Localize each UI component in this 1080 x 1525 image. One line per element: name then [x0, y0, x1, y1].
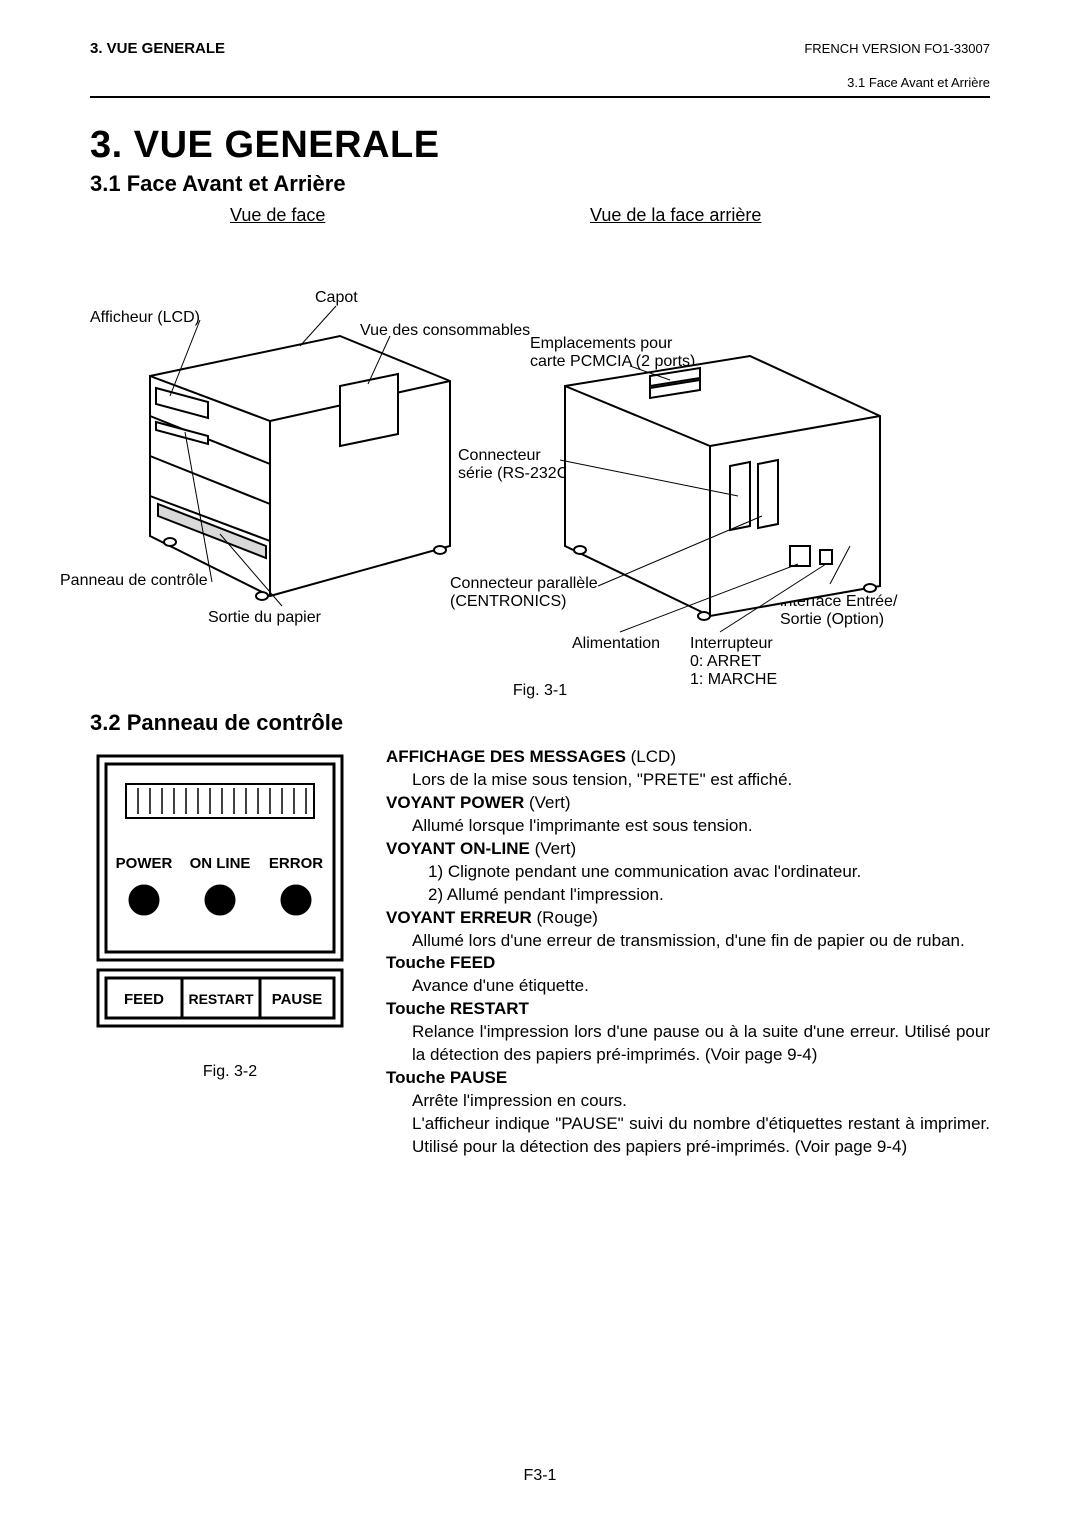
header-subsection: 3.1 Face Avant et Arrière [90, 75, 990, 90]
page-header: 3. VUE GENERALE FRENCH VERSION FO1-33007 [90, 40, 990, 57]
control-panel-svg: POWER ON LINE ERROR FEED RESTART PAUSE [90, 750, 350, 1040]
led-label-error: ERROR [269, 855, 323, 872]
sec32-body: POWER ON LINE ERROR FEED RESTART PAUSE F… [90, 746, 990, 1159]
term-pause: Touche PAUSE [386, 1067, 990, 1090]
term-power-paren: (Vert) [524, 793, 570, 812]
def-pause-1: Arrête l'impression en cours. [386, 1090, 990, 1113]
term-affichage-paren: (LCD) [626, 747, 676, 766]
section-title: 3. VUE GENERALE [90, 124, 990, 167]
term-error-paren: (Rouge) [532, 908, 598, 927]
led-label-power: POWER [116, 855, 173, 872]
header-rule [90, 96, 990, 98]
sec32-heading: 3.2 Panneau de contrôle [90, 710, 990, 736]
term-restart: Touche RESTART [386, 998, 990, 1021]
term-affichage: AFFICHAGE DES MESSAGES [386, 747, 626, 766]
view-labels: Vue de face Vue de la face arrière [230, 205, 990, 226]
def-affichage: Lors de la mise sous tension, "PRETE" es… [386, 769, 990, 792]
def-restart: Relance l'impression lors d'une pause ou… [386, 1021, 990, 1067]
definitions: AFFICHAGE DES MESSAGES (LCD) Lors de la … [370, 746, 990, 1159]
page-footer: F3-1 [0, 1467, 1080, 1485]
front-view-label: Vue de face [230, 205, 590, 226]
def-pause-2: L'afficheur indique "PAUSE" suivi du nom… [386, 1113, 990, 1159]
sec31-heading: 3.1 Face Avant et Arrière [90, 171, 990, 197]
btn-label-pause: PAUSE [272, 991, 323, 1008]
btn-label-feed: FEED [124, 991, 164, 1008]
term-error: VOYANT ERREUR [386, 908, 532, 927]
def-online-2: 2) Allumé pendant l'impression. [386, 884, 990, 907]
def-error: Allumé lors d'une erreur de transmission… [386, 930, 990, 953]
control-panel-figure: POWER ON LINE ERROR FEED RESTART PAUSE F… [90, 746, 370, 1159]
header-docnum: FRENCH VERSION FO1-33007 [804, 41, 990, 56]
term-feed: Touche FEED [386, 952, 990, 975]
def-power: Allumé lorsque l'imprimante est sous ten… [386, 815, 990, 838]
def-feed: Avance d'une étiquette. [386, 975, 990, 998]
figure-3-1: Capot Afficheur (LCD) Vue des consommabl… [90, 246, 990, 706]
term-power: VOYANT POWER [386, 793, 524, 812]
btn-label-restart: RESTART [188, 991, 254, 1007]
led-label-online: ON LINE [190, 855, 251, 872]
def-online-1: 1) Clignote pendant une communication av… [386, 861, 990, 884]
term-online-paren: (Vert) [530, 839, 576, 858]
fig31-caption: Fig. 3-1 [90, 682, 990, 700]
term-online: VOYANT ON-LINE [386, 839, 530, 858]
page: 3. VUE GENERALE FRENCH VERSION FO1-33007… [0, 0, 1080, 1525]
fig32-caption: Fig. 3-2 [90, 1063, 370, 1081]
rear-view-label: Vue de la face arrière [590, 205, 761, 226]
printer-diagram-svg [90, 246, 990, 706]
header-section: 3. VUE GENERALE [90, 40, 225, 57]
